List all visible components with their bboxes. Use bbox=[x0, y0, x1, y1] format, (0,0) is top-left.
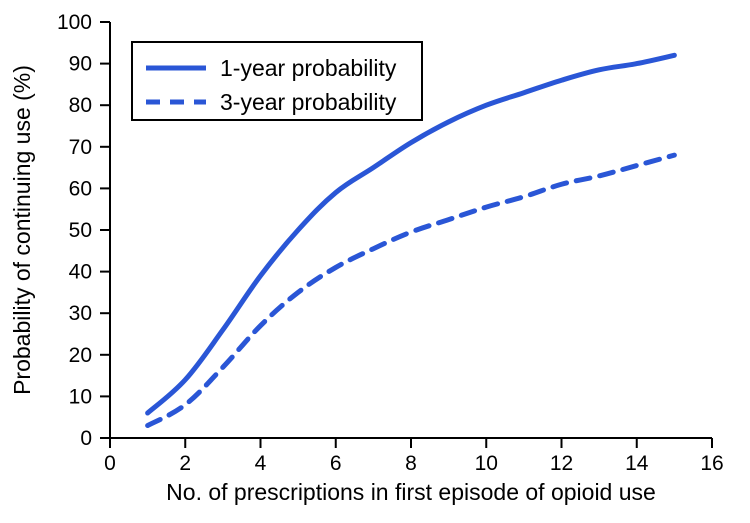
legend: 1-year probability 3-year probability bbox=[132, 42, 422, 120]
y-tick-label: 70 bbox=[69, 136, 92, 159]
legend-label-1: 3-year probability bbox=[220, 89, 397, 115]
y-tick-label: 40 bbox=[69, 261, 92, 284]
y-tick-label: 20 bbox=[69, 344, 92, 367]
y-tick-label: 30 bbox=[69, 302, 92, 325]
y-tick-label: 50 bbox=[69, 219, 92, 242]
y-tick-label: 80 bbox=[69, 94, 92, 117]
x-tick-label: 0 bbox=[104, 452, 116, 475]
y-tick-label: 60 bbox=[69, 177, 92, 200]
y-tick-label: 10 bbox=[69, 385, 92, 408]
probability-chart: 0 2 4 6 8 10 12 14 16 0 10 20 30 40 50 60 70 80 90 100 No. o… bbox=[0, 0, 750, 523]
x-axis-label: No. of prescriptions in first episode of… bbox=[166, 479, 656, 505]
x-tick-label: 4 bbox=[255, 452, 267, 475]
x-tick-label: 10 bbox=[475, 452, 498, 475]
x-tick-label: 6 bbox=[330, 452, 342, 475]
x-tick-label: 14 bbox=[625, 452, 649, 475]
y-axis-label: Probability of continuing use (%) bbox=[9, 65, 35, 395]
x-tick-label: 2 bbox=[179, 452, 191, 475]
y-tick-label: 100 bbox=[57, 11, 92, 34]
legend-label-0: 1-year probability bbox=[220, 55, 397, 81]
x-tick-label: 8 bbox=[405, 452, 417, 475]
y-tick-label: 90 bbox=[69, 53, 92, 76]
y-tick-label: 0 bbox=[80, 427, 92, 450]
x-tick-label: 12 bbox=[550, 452, 573, 475]
x-tick-label: 16 bbox=[700, 452, 723, 475]
